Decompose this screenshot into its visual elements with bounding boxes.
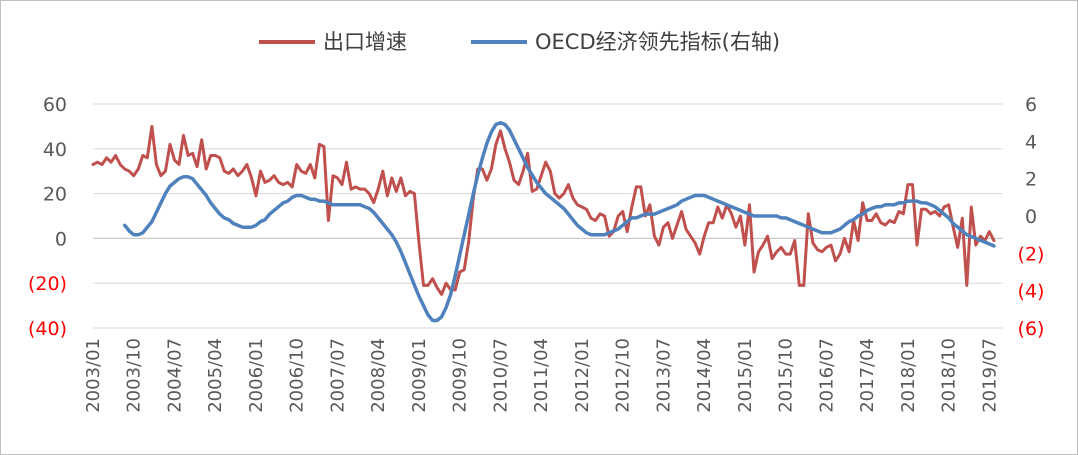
left-axis-tick-label: 60 [43,94,67,116]
x-axis-tick-label: 2007/07 [327,338,348,413]
x-axis-tick-label: 2004/07 [164,338,185,413]
x-axis-tick-label: 2012/01 [572,338,593,413]
series-lines [91,120,996,323]
legend: 出口增速 OECD经济领先指标(右轴) [259,30,780,54]
x-axis-tick-label: 2011/04 [531,338,552,413]
left-axis-tick-label: 40 [43,139,67,161]
right-axis-tick-label: 6 [1025,94,1037,116]
legend-label: OECD经济领先指标(右轴) [535,30,780,54]
x-axis-tick-label: 2005/04 [205,338,226,413]
x-axis-tick-label: 2019/07 [979,338,1000,413]
right-axis-tick-label: 4 [1025,131,1037,153]
x-axis-tick-label: 2012/10 [613,338,634,413]
x-axis-tick-label: 2006/01 [246,338,267,413]
right-axis-tick-label: (2) [1018,243,1045,265]
x-axis-tick-label: 2008/04 [368,338,389,413]
legend-label: 出口增速 [323,30,407,54]
series-line-export-growth [91,124,996,296]
x-axis-tick-label: 2018/10 [939,338,960,413]
x-axis-tick-label: 2014/04 [694,338,715,413]
right-axis-tick-label: 2 [1025,169,1037,191]
right-axis-tick-label: 0 [1025,206,1037,228]
left-axis-tick-label: (20) [28,273,67,295]
x-axis-tick-label: 2017/04 [857,338,878,413]
x-axis-tick-label: 2009/01 [409,338,430,413]
x-axis-tick-label: 2013/07 [653,338,674,413]
x-axis-tick-label: 2003/10 [124,338,145,413]
right-axis-tick-label: (4) [1018,281,1045,303]
x-axis-tick-label: 2015/01 [735,338,756,413]
x-axis-tick-label: 2015/10 [776,338,797,413]
x-axis-tick-label: 2010/07 [490,338,511,413]
right-axis-tick-label: (6) [1018,318,1045,340]
x-axis-tick-label: 2009/10 [450,338,471,413]
left-axis-tick-label: (40) [28,318,67,340]
x-axis-tick-label: 2003/01 [83,338,104,413]
x-axis-tick-label: 2006/10 [287,338,308,413]
left-axis-tick-label: 0 [55,228,67,250]
x-axis-tick-label: 2016/07 [816,338,837,413]
left-axis-tick-label: 20 [43,184,67,206]
x-axis-tick-label: 2018/01 [898,338,919,413]
series-line-oecd-leading-indicator [122,120,996,323]
